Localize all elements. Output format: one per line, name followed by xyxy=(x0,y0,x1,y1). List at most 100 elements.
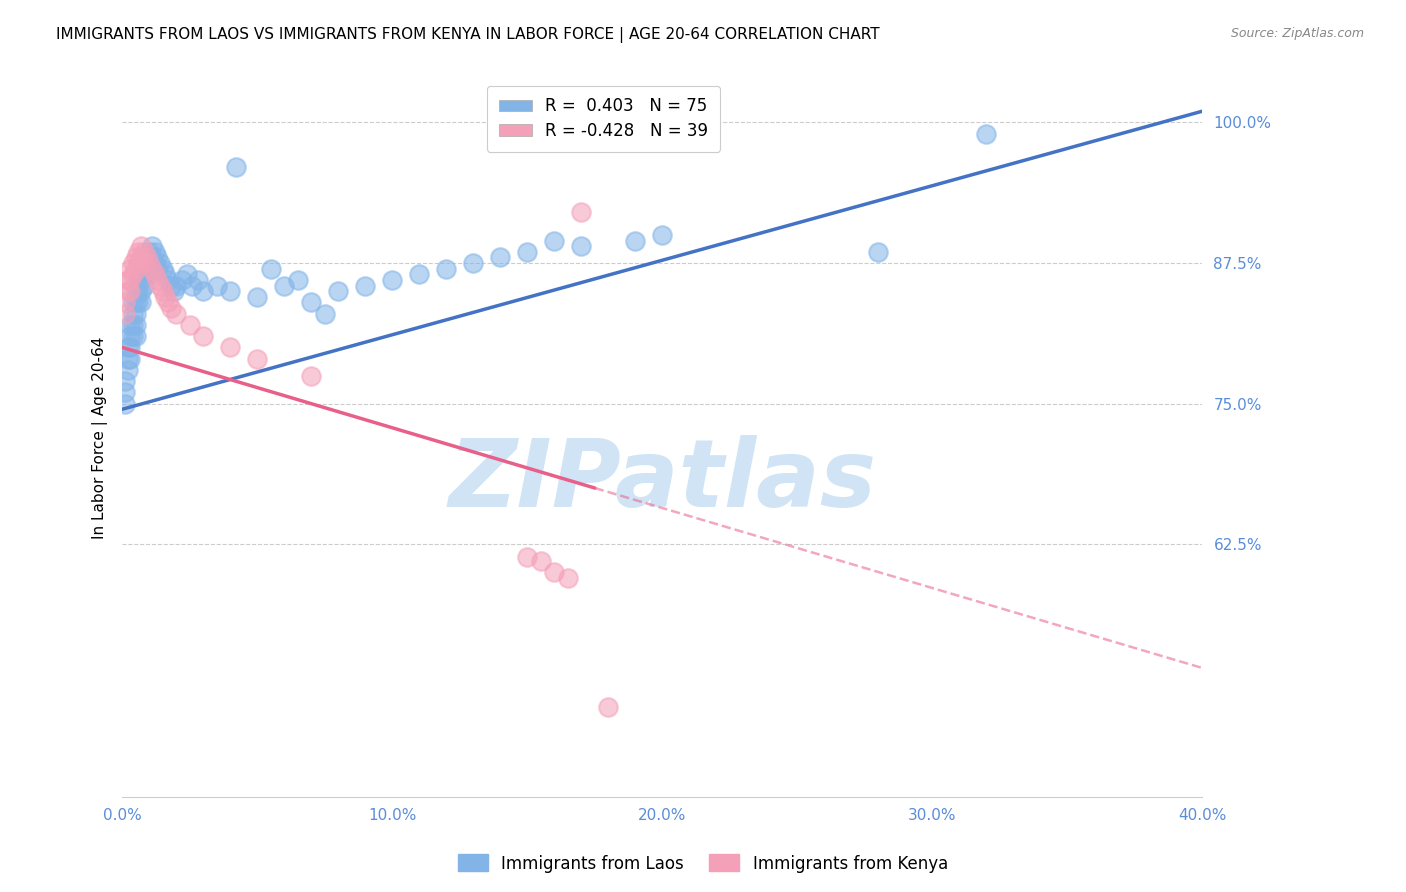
Point xyxy=(157,295,180,310)
Point xyxy=(152,284,174,298)
Point xyxy=(260,261,283,276)
Point xyxy=(155,268,177,282)
Point xyxy=(122,307,145,321)
Point xyxy=(287,273,309,287)
Point xyxy=(143,256,166,270)
Point xyxy=(463,256,485,270)
Point xyxy=(117,284,139,298)
Legend: R =  0.403   N = 75, R = -0.428   N = 39: R = 0.403 N = 75, R = -0.428 N = 39 xyxy=(486,86,720,152)
Point xyxy=(125,295,148,310)
Point xyxy=(132,256,155,270)
Point xyxy=(120,261,142,276)
Point xyxy=(187,273,209,287)
Point xyxy=(114,385,136,400)
Point xyxy=(273,278,295,293)
Legend: Immigrants from Laos, Immigrants from Kenya: Immigrants from Laos, Immigrants from Ke… xyxy=(451,847,955,880)
Point xyxy=(125,251,148,265)
Point xyxy=(125,307,148,321)
Point xyxy=(129,251,152,265)
Point xyxy=(122,329,145,343)
Point xyxy=(328,284,350,298)
Point xyxy=(557,571,579,585)
Point xyxy=(141,239,163,253)
Point xyxy=(569,205,592,219)
Point xyxy=(159,278,181,293)
Point xyxy=(152,261,174,276)
Point xyxy=(143,268,166,282)
Point xyxy=(141,251,163,265)
Point xyxy=(114,374,136,388)
Text: IMMIGRANTS FROM LAOS VS IMMIGRANTS FROM KENYA IN LABOR FORCE | AGE 20-64 CORRELA: IMMIGRANTS FROM LAOS VS IMMIGRANTS FROM … xyxy=(56,27,880,43)
Point xyxy=(651,227,673,242)
Point xyxy=(162,284,184,298)
Point xyxy=(143,244,166,259)
Point xyxy=(543,234,565,248)
Point xyxy=(141,261,163,276)
Point xyxy=(138,256,160,270)
Point xyxy=(181,278,204,293)
Point xyxy=(138,244,160,259)
Point xyxy=(125,318,148,332)
Point xyxy=(489,251,512,265)
Point xyxy=(157,273,180,287)
Point xyxy=(120,340,142,354)
Point xyxy=(138,268,160,282)
Point xyxy=(354,278,377,293)
Point xyxy=(434,261,457,276)
Point xyxy=(132,268,155,282)
Point xyxy=(165,307,187,321)
Point xyxy=(122,268,145,282)
Point xyxy=(159,301,181,315)
Point xyxy=(408,268,430,282)
Point xyxy=(122,295,145,310)
Point xyxy=(117,273,139,287)
Point xyxy=(179,318,201,332)
Point xyxy=(543,566,565,580)
Point xyxy=(125,261,148,276)
Point xyxy=(598,700,620,714)
Point xyxy=(120,351,142,366)
Point xyxy=(193,284,215,298)
Point xyxy=(569,239,592,253)
Point xyxy=(135,251,157,265)
Point xyxy=(129,239,152,253)
Point xyxy=(114,307,136,321)
Point xyxy=(127,256,149,270)
Text: Source: ZipAtlas.com: Source: ZipAtlas.com xyxy=(1230,27,1364,40)
Point xyxy=(146,261,169,276)
Point xyxy=(114,397,136,411)
Point xyxy=(155,290,177,304)
Point xyxy=(976,127,998,141)
Point xyxy=(114,295,136,310)
Point xyxy=(246,351,269,366)
Point xyxy=(149,256,172,270)
Point xyxy=(129,273,152,287)
Point xyxy=(127,295,149,310)
Point xyxy=(299,295,322,310)
Point xyxy=(132,278,155,293)
Y-axis label: In Labor Force | Age 20-64: In Labor Force | Age 20-64 xyxy=(93,336,108,539)
Point xyxy=(117,351,139,366)
Point xyxy=(299,368,322,383)
Point xyxy=(165,278,187,293)
Point xyxy=(868,244,890,259)
Text: ZIPatlas: ZIPatlas xyxy=(449,434,876,526)
Point xyxy=(381,273,404,287)
Point xyxy=(516,244,538,259)
Point xyxy=(176,268,198,282)
Point xyxy=(135,261,157,276)
Point xyxy=(127,273,149,287)
Point xyxy=(205,278,228,293)
Point xyxy=(225,161,247,175)
Point xyxy=(129,284,152,298)
Point xyxy=(146,273,169,287)
Point xyxy=(219,284,242,298)
Point xyxy=(125,329,148,343)
Point xyxy=(122,318,145,332)
Point xyxy=(314,307,336,321)
Point xyxy=(135,251,157,265)
Point xyxy=(530,554,553,568)
Point xyxy=(117,363,139,377)
Point xyxy=(127,244,149,259)
Point xyxy=(146,251,169,265)
